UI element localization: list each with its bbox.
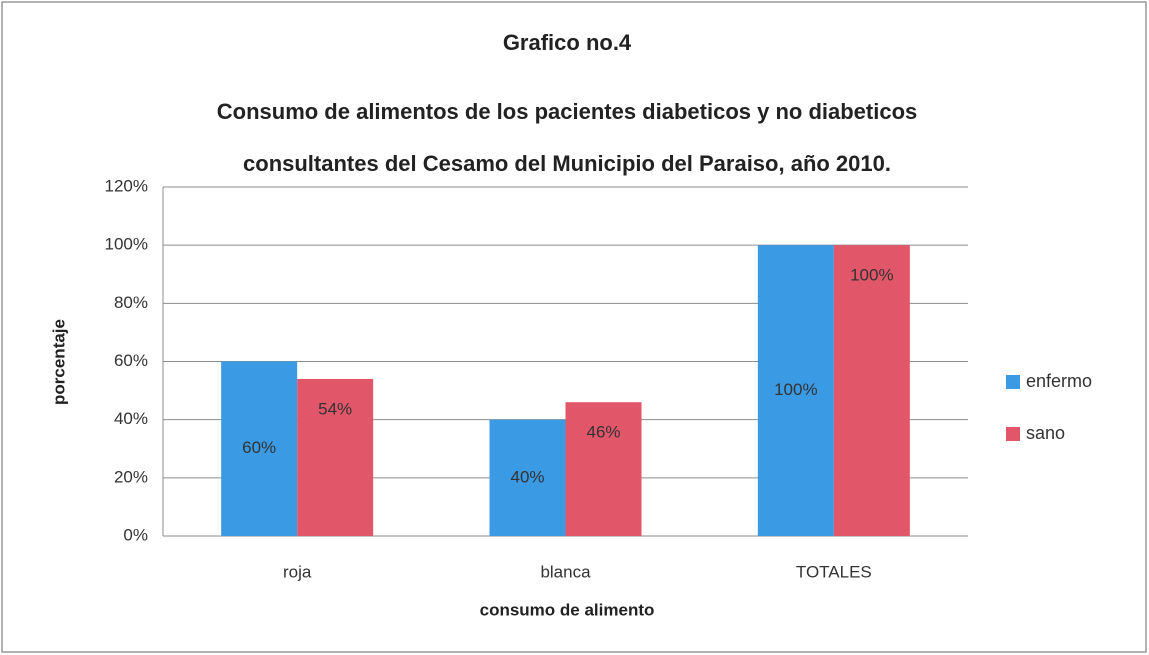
bar: [489, 419, 566, 536]
legend-swatch: [1006, 427, 1020, 441]
x-tick-label: blanca: [540, 562, 591, 581]
bar: [221, 361, 298, 536]
data-label: 54%: [318, 399, 352, 418]
y-tick-label: 20%: [114, 467, 148, 486]
y-axis-title: porcentaje: [49, 319, 68, 405]
data-label: 100%: [774, 380, 817, 399]
y-tick-label: 80%: [114, 293, 148, 312]
y-tick-label: 100%: [105, 235, 148, 254]
y-tick-label: 60%: [114, 351, 148, 370]
bar: [757, 245, 834, 536]
data-label: 60%: [242, 438, 276, 457]
x-axis-title: consumo de alimento: [480, 600, 655, 619]
chart-subtitle: Consumo de alimentos de los pacientes di…: [217, 99, 918, 124]
x-tick-label: TOTALES: [796, 562, 872, 581]
bar: [833, 245, 910, 536]
y-tick-label: 0%: [123, 525, 148, 544]
x-tick-label: roja: [283, 562, 312, 581]
bar: [297, 378, 374, 536]
data-label: 46%: [586, 423, 620, 442]
y-tick-label: 40%: [114, 409, 148, 428]
legend-swatch: [1006, 375, 1020, 389]
y-tick-label: 120%: [105, 176, 148, 195]
bar: [565, 402, 642, 536]
data-label: 100%: [850, 266, 893, 285]
chart-subtitle: consultantes del Cesamo del Municipio de…: [243, 151, 891, 176]
legend-label: enfermo: [1026, 371, 1092, 391]
chart-title: Grafico no.4: [503, 30, 632, 55]
legend-label: sano: [1026, 423, 1065, 443]
data-label: 40%: [510, 467, 544, 486]
